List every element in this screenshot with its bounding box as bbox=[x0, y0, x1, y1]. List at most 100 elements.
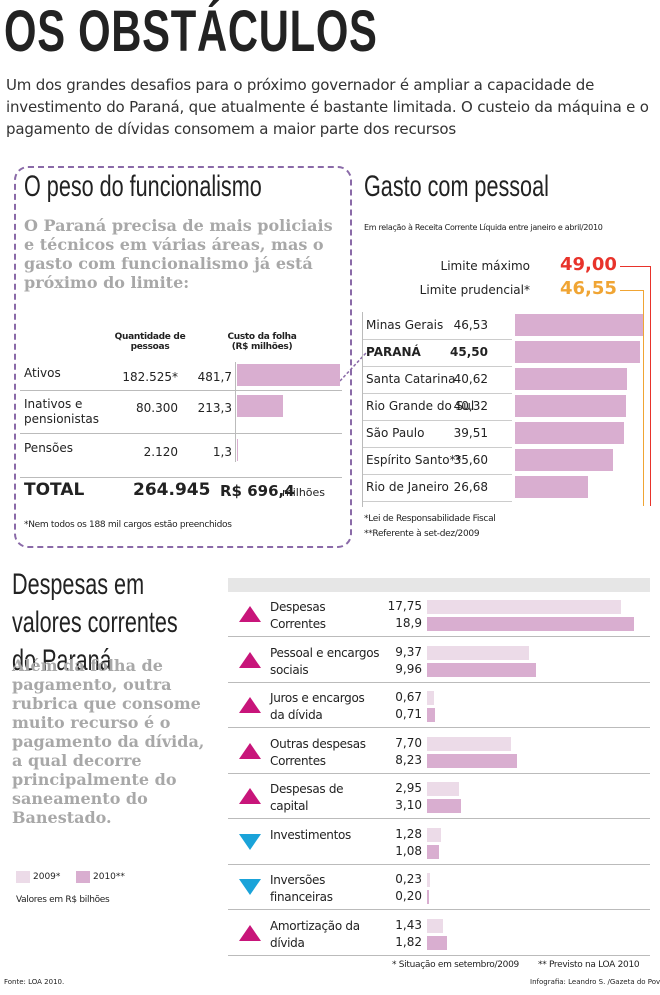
limit-label: Limite prudencial* bbox=[419, 283, 530, 297]
separator bbox=[362, 393, 512, 394]
limit-label: Limite máximo bbox=[440, 259, 530, 273]
separator bbox=[362, 501, 512, 502]
row-label: Pensões bbox=[24, 441, 74, 455]
unit: Valores em R$ bilhões bbox=[16, 895, 110, 905]
separator bbox=[228, 636, 650, 637]
bar bbox=[515, 341, 641, 363]
state-label: PARANÁ bbox=[366, 345, 421, 359]
separator bbox=[362, 474, 512, 475]
lead: Além da folha de pagamento, outra rubric… bbox=[12, 656, 205, 827]
bar bbox=[515, 422, 624, 444]
limit-value: 46,55 bbox=[560, 278, 617, 299]
item-label: Inversões financeiras bbox=[270, 873, 333, 904]
separator bbox=[362, 339, 512, 340]
value-2010: 0,20 bbox=[395, 889, 422, 903]
separator bbox=[362, 420, 512, 421]
value-2009: 7,70 bbox=[395, 735, 422, 750]
note: ** Previsto na LOA 2010 bbox=[538, 960, 640, 970]
state-value: 40,32 bbox=[453, 399, 488, 413]
trend-icon bbox=[239, 879, 261, 895]
trend-icon bbox=[239, 924, 261, 941]
total-qty: 264.945 bbox=[133, 480, 211, 500]
state-value: 26,68 bbox=[453, 480, 488, 494]
value-2009: 1,28 bbox=[395, 826, 422, 841]
table-header bbox=[228, 578, 650, 592]
total-label: TOTAL bbox=[24, 480, 85, 500]
separator bbox=[235, 362, 236, 462]
separator bbox=[362, 447, 512, 448]
state-label: Rio de Janeiro bbox=[366, 480, 449, 494]
item-label: Pessoal e encargos sociais bbox=[270, 645, 380, 677]
row-qty: 80.300 bbox=[136, 401, 178, 415]
credit: Infografia: Leandro S. /Gazeta do Povo bbox=[530, 978, 660, 986]
row-qty: 182.525* bbox=[122, 370, 178, 384]
value-2010: 3,10 bbox=[395, 798, 422, 812]
value-2009: 17,75 bbox=[387, 599, 422, 613]
source: Fonte: LOA 2010. bbox=[4, 978, 65, 986]
total-cost: R$ 696,4 bbox=[220, 482, 295, 500]
value-2010: 8,23 bbox=[395, 752, 422, 767]
bar bbox=[427, 799, 461, 813]
legend-swatch bbox=[16, 871, 30, 883]
bar bbox=[237, 395, 283, 417]
separator bbox=[228, 681, 650, 683]
bar bbox=[515, 476, 589, 498]
bar bbox=[515, 368, 627, 390]
value-2009: 0,23 bbox=[395, 872, 422, 886]
state-label: Santa Catarina bbox=[366, 372, 456, 386]
section-title: Despesas em valores correntes do Paraná bbox=[12, 568, 178, 677]
state-value: 45,50 bbox=[450, 345, 488, 359]
intro: Um dos grandes desafios para o próximo g… bbox=[6, 76, 649, 138]
state-label: São Paulo bbox=[366, 426, 425, 440]
item-label: Outras despesas Correntes bbox=[270, 736, 366, 768]
row-label: Ativos bbox=[24, 366, 61, 380]
state-label: Espírito Santo** bbox=[366, 453, 462, 467]
section-title: Gasto com pessoal bbox=[364, 170, 549, 203]
limit-arrow bbox=[620, 290, 643, 291]
row-cost: 1,3 bbox=[212, 445, 232, 459]
item-label: Despesas de capital bbox=[270, 782, 344, 813]
value-2010: 0,71 bbox=[395, 707, 422, 721]
bar bbox=[427, 736, 512, 751]
bar bbox=[237, 364, 341, 386]
row-qty: 2.120 bbox=[143, 445, 178, 459]
legend-label: 2009* bbox=[33, 872, 61, 882]
limit-line bbox=[649, 266, 651, 506]
connector bbox=[339, 352, 367, 382]
bar bbox=[427, 691, 435, 705]
value-2010: 1,82 bbox=[395, 934, 422, 949]
section-title: O peso do funcionalismo bbox=[24, 170, 262, 203]
separator bbox=[362, 312, 363, 507]
legend-label: 2010** bbox=[93, 872, 125, 882]
separator bbox=[228, 909, 650, 910]
bar bbox=[515, 449, 613, 471]
trend-icon bbox=[239, 697, 261, 713]
bar bbox=[515, 314, 643, 336]
item-label: Despesas Correntes bbox=[270, 600, 326, 631]
bar bbox=[427, 708, 435, 722]
subtitle: Em relação à Receita Corrente Líquida en… bbox=[364, 223, 603, 232]
separator bbox=[20, 477, 342, 478]
bar bbox=[427, 890, 430, 904]
note: *Nem todos os 188 mil cargos estão preen… bbox=[24, 520, 232, 530]
column-header: Custo da folha (R$ milhões) bbox=[227, 332, 297, 352]
column-header: Quantidade de pessoas bbox=[114, 332, 186, 352]
separator bbox=[228, 954, 650, 956]
separator bbox=[228, 818, 650, 819]
bar bbox=[427, 935, 447, 950]
value-2009: 0,67 bbox=[395, 690, 422, 704]
bar bbox=[427, 918, 443, 933]
bar bbox=[427, 617, 634, 631]
bar bbox=[427, 662, 536, 677]
value-2009: 9,37 bbox=[395, 644, 422, 659]
separator bbox=[20, 433, 342, 434]
state-value: 40,62 bbox=[453, 372, 488, 386]
title: OS OBSTÁCULOS bbox=[4, 0, 378, 64]
note: **Referente à set-dez/2009 bbox=[364, 529, 480, 539]
trend-icon bbox=[239, 651, 261, 668]
box bbox=[14, 166, 352, 548]
trend-icon bbox=[239, 606, 261, 622]
limit-arrow bbox=[620, 266, 650, 267]
value-2010: 9,96 bbox=[395, 661, 422, 676]
trend-icon bbox=[239, 742, 261, 759]
